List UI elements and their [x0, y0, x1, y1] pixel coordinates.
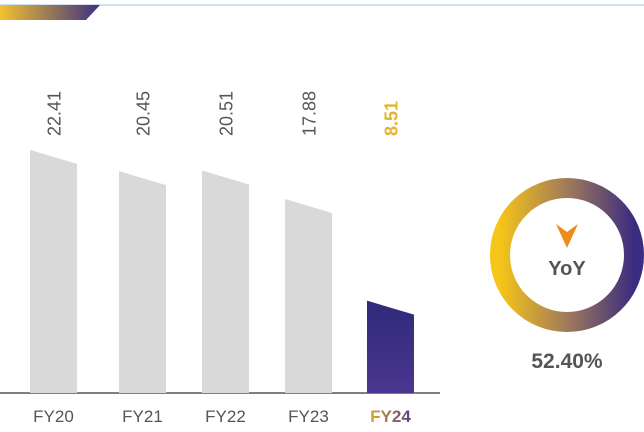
x-tick-label: FY23 [288, 407, 329, 426]
bar [367, 300, 414, 393]
yoy-label: YoY [548, 258, 586, 280]
header-accent [0, 5, 100, 20]
yoy-value: 52.40% [531, 350, 603, 373]
x-tick-label: FY24 [370, 407, 411, 426]
value-label: 22.41 [45, 91, 65, 136]
bar [30, 149, 77, 393]
value-label: 17.88 [300, 91, 320, 136]
value-label: 20.51 [217, 91, 237, 136]
x-tick-label: FY20 [33, 407, 74, 426]
bar [285, 199, 332, 393]
bar [119, 171, 166, 393]
down-arrow [556, 224, 578, 248]
x-tick-label: FY21 [122, 407, 163, 426]
bar [202, 170, 249, 393]
value-label: 8.51 [382, 101, 402, 136]
x-tick-label: FY22 [205, 407, 246, 426]
yoy-ring [490, 178, 644, 332]
yoy-badge [490, 178, 644, 332]
value-label: 20.45 [134, 91, 154, 136]
